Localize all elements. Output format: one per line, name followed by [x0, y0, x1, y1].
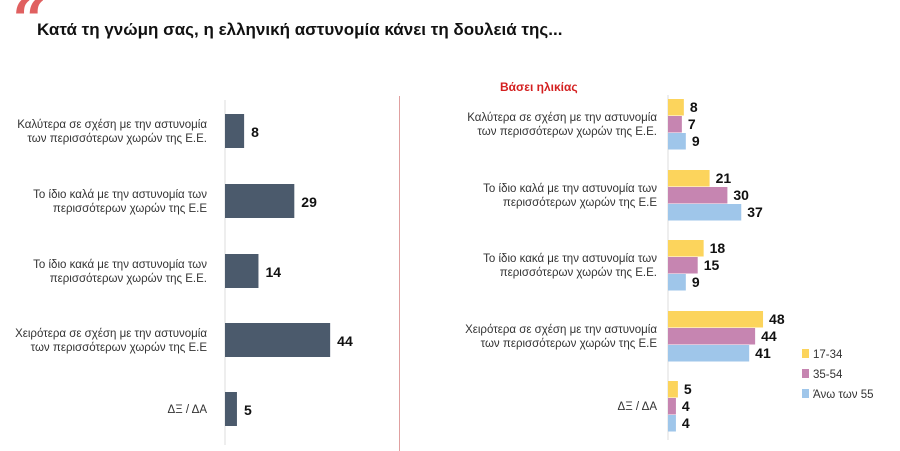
- right-bar-17-34: [668, 99, 684, 116]
- right-value-label: 48: [769, 311, 785, 327]
- right-value-label: 9: [692, 274, 700, 290]
- quote-mark: “: [12, 0, 47, 56]
- right-bar-17-34: [668, 170, 710, 187]
- left-category-label: Καλύτερα σε σχέση με την αστυνομία: [17, 119, 207, 131]
- left-value-label: 29: [301, 194, 317, 210]
- right-value-label: 4: [682, 398, 690, 414]
- right-value-label: 8: [690, 99, 698, 115]
- left-bar: [225, 392, 237, 426]
- legend-label: 17-34: [813, 349, 843, 361]
- age-subtitle: Βάσει ηλικίας: [500, 80, 578, 94]
- right-value-label: 18: [710, 240, 726, 256]
- right-category-label: των περισσότερων χωρών της Ε.Ε: [481, 338, 658, 350]
- right-bar-Άνω των 55: [668, 133, 686, 150]
- right-bar-Άνω των 55: [668, 204, 742, 221]
- right-bar-Άνω των 55: [668, 415, 676, 432]
- right-bar-17-34: [668, 381, 678, 398]
- chart-title: Κατά τη γνώμη σας, η ελληνική αστυνομία …: [37, 20, 563, 39]
- right-category-label: Το ίδιο κακά με την αστυνομία των: [483, 253, 657, 265]
- right-bar-35-54: [668, 257, 698, 274]
- left-category-label: περισσότερων χωρών της Ε.Ε.: [50, 273, 207, 285]
- left-value-label: 5: [244, 402, 252, 418]
- legend-label: Άνω των 55: [813, 389, 874, 401]
- right-value-label: 15: [704, 257, 720, 273]
- left-category-label: ΔΞ / ΔΑ: [168, 404, 208, 416]
- right-value-label: 9: [692, 133, 700, 149]
- left-category-label: των περισσότερων χωρών της Ε.Ε: [31, 342, 208, 354]
- right-bar-17-34: [668, 240, 704, 257]
- right-value-label: 41: [755, 345, 771, 361]
- left-value-label: 8: [251, 124, 259, 140]
- legend-swatch: [802, 389, 809, 398]
- right-bar-17-34: [668, 311, 764, 328]
- left-category-label: Χειρότερα σε σχέση με την αστυνομία: [15, 328, 207, 340]
- right-category-label: Χειρότερα σε σχέση με την αστυνομία: [465, 324, 657, 336]
- legend-swatch: [802, 349, 809, 358]
- right-bar-35-54: [668, 328, 756, 345]
- left-bar: [225, 323, 331, 357]
- right-bar-Άνω των 55: [668, 274, 686, 291]
- legend-label: 35-54: [813, 369, 843, 381]
- legend-swatch: [802, 369, 809, 378]
- right-value-label: 21: [716, 170, 732, 186]
- left-category-label: των περισσότερων χωρών της Ε.Ε.: [27, 133, 207, 145]
- right-category-label: Καλύτερα σε σχέση με την αστυνομία: [467, 112, 657, 124]
- divider: [399, 96, 400, 451]
- left-category-label: Το ίδιο καλά με την αστυνομία των: [33, 189, 207, 201]
- right-category-label: Το ίδιο καλά με την αστυνομία των: [483, 183, 657, 195]
- right-bar-35-54: [668, 398, 676, 415]
- right-value-label: 30: [733, 187, 749, 203]
- right-bar-35-54: [668, 187, 728, 204]
- right-bar-35-54: [668, 116, 682, 133]
- right-category-label: περισσότερων χωρών της Ε.Ε.: [500, 267, 657, 279]
- right-value-label: 37: [747, 204, 763, 220]
- left-category-label: Το ίδιο κακά με την αστυνομία των: [33, 259, 207, 271]
- right-value-label: 7: [688, 116, 696, 132]
- right-category-label: περισσότερων χωρών της Ε.Ε: [503, 197, 657, 209]
- left-bar: [225, 254, 259, 288]
- right-value-label: 5: [684, 381, 692, 397]
- left-bar: [225, 114, 245, 148]
- right-category-label: των περισσότερων χωρών της Ε.Ε.: [477, 126, 657, 138]
- right-value-label: 44: [761, 328, 777, 344]
- left-value-label: 14: [265, 264, 281, 280]
- right-value-label: 4: [682, 415, 690, 431]
- right-category-label: ΔΞ / ΔΑ: [618, 401, 658, 413]
- left-value-label: 44: [337, 333, 353, 349]
- left-bar: [225, 184, 295, 218]
- right-bar-Άνω των 55: [668, 345, 750, 362]
- left-category-label: περισσότερων χωρών της Ε.Ε: [53, 203, 207, 215]
